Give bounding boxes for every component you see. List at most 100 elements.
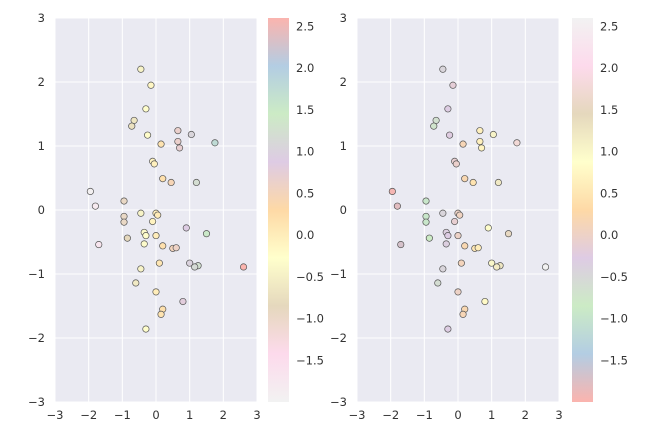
data-point: [187, 130, 195, 139]
data-point: [147, 81, 155, 89]
y-tick-label: −1: [330, 267, 347, 281]
right-scatter-chart: −3 −2 −1 0 1 2 3 3 2 1 0 −1 −2 −3: [330, 11, 563, 422]
colorbar-tick-label: −0.5: [600, 270, 628, 284]
data-point: [422, 218, 430, 226]
data-point: [167, 178, 175, 187]
data-point: [172, 244, 180, 252]
data-point: [478, 144, 486, 152]
data-point: [459, 310, 467, 318]
colorbar-tick-label: 0.5: [296, 186, 314, 200]
data-point: [489, 130, 497, 139]
colorbar-tick-label: 1.0: [600, 145, 618, 159]
x-tick-label: −2: [382, 408, 399, 422]
data-point: [454, 232, 462, 240]
data-point: [488, 259, 496, 267]
x-tick-label: −3: [47, 408, 64, 422]
data-point: [140, 240, 148, 248]
colorbar-tick-label: 1.5: [600, 103, 618, 117]
data-point: [120, 218, 128, 226]
data-point: [494, 178, 502, 187]
y-tick-label: 1: [38, 139, 45, 153]
data-point: [157, 310, 165, 318]
data-point: [86, 187, 94, 195]
data-point: [137, 209, 145, 217]
data-point: [137, 65, 145, 73]
colorbar-tick-label: −1.5: [296, 353, 324, 367]
data-point: [397, 241, 405, 249]
x-tick-label: 2: [522, 408, 529, 422]
data-point: [191, 263, 199, 271]
data-point: [444, 232, 452, 240]
colorbar-tick-label: 1.0: [296, 145, 314, 159]
x-tick-label: 1: [488, 408, 495, 422]
data-point: [176, 144, 184, 152]
colorbar-tick-label: −1.5: [600, 353, 628, 367]
data-point: [142, 105, 150, 113]
y-tick-label: −3: [330, 395, 347, 409]
data-point: [186, 259, 194, 267]
data-point: [144, 131, 152, 139]
colorbar-tick-label: 2.0: [600, 61, 618, 75]
x-tick-label: 2: [220, 408, 227, 422]
data-point: [446, 131, 454, 139]
data-point: [388, 187, 396, 195]
y-tick-label: 2: [340, 75, 347, 89]
y-tick-label: −3: [28, 395, 45, 409]
left-colorbar: 2.5 2.0 1.5 1.0 0.5 0.0 −0.5 −1.0 −1.5: [268, 18, 324, 402]
data-point: [484, 224, 492, 232]
y-tick-label: −1: [28, 267, 45, 281]
data-point: [202, 230, 211, 238]
data-point: [182, 224, 190, 232]
colorbar-tick-label: 0.0: [600, 228, 618, 242]
data-point: [474, 244, 482, 252]
data-point: [157, 140, 165, 148]
data-point: [461, 175, 469, 183]
data-point: [469, 178, 477, 187]
x-tick-label: 1: [186, 408, 193, 422]
x-tick-label: −2: [80, 408, 97, 422]
x-tick-label: −1: [416, 408, 433, 422]
data-point: [439, 209, 447, 217]
data-point: [91, 202, 99, 210]
x-tick-label: −3: [349, 408, 366, 422]
colorbar-tick-label: 2.5: [296, 19, 314, 33]
y-tick-label: 3: [38, 11, 45, 25]
y-tick-label: 0: [340, 203, 347, 217]
data-point: [452, 160, 460, 168]
colorbar-tick-label: 0.5: [600, 186, 618, 200]
data-point: [192, 178, 200, 187]
data-point: [541, 263, 550, 271]
data-point: [430, 122, 438, 130]
data-point: [481, 297, 489, 306]
data-point: [513, 139, 521, 147]
colorbar-tick-label: −0.5: [296, 270, 324, 284]
colorbar-tick-label: 2.0: [296, 61, 314, 75]
data-point: [152, 232, 160, 240]
data-point: [454, 288, 462, 296]
data-point: [159, 175, 167, 183]
data-point: [149, 217, 157, 226]
data-point: [449, 81, 457, 89]
data-point: [142, 325, 150, 333]
data-point: [451, 217, 459, 226]
data-point: [95, 241, 103, 249]
data-point: [476, 137, 484, 146]
right-colorbar: 2.5 2.0 1.5 1.0 0.5 0.0 −0.5 −1.0 −1.5: [572, 18, 628, 402]
colorbar-gradient: [268, 18, 289, 402]
data-point: [476, 127, 484, 135]
data-point: [211, 139, 219, 147]
data-point: [120, 197, 128, 205]
x-tick-label: 0: [454, 408, 461, 422]
data-point: [174, 137, 182, 146]
data-point: [442, 240, 450, 248]
x-tick-label: 0: [152, 408, 159, 422]
x-tick-label: 3: [253, 408, 260, 422]
data-point: [439, 265, 447, 273]
data-point: [137, 265, 145, 273]
data-point: [154, 211, 162, 219]
data-point: [142, 232, 150, 240]
data-point: [132, 279, 140, 287]
data-point: [459, 140, 467, 148]
data-point: [422, 197, 430, 205]
y-tick-label: 0: [38, 203, 45, 217]
